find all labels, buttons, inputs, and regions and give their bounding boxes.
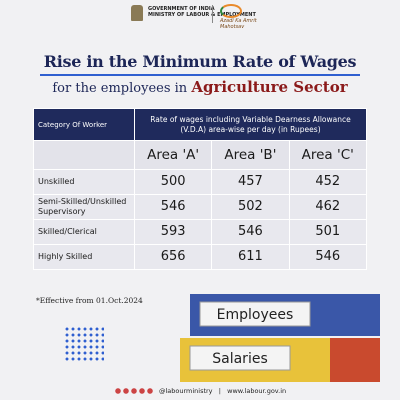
subtitle: for the employees in Agriculture Sector [0, 78, 400, 96]
wage-cell: 500 [133, 169, 213, 195]
wage-cell: 546 [211, 219, 290, 245]
government-text: GOVERNMENT OF INDIA [148, 6, 215, 12]
area-header: Area 'A' [133, 140, 213, 170]
wage-cell: 656 [133, 244, 213, 270]
wage-cell: 457 [211, 169, 290, 195]
table-row: Semi-Skilled/Unskilled Supervisory 546 502… [33, 194, 368, 220]
header-row: Category Of Worker Rate of wages includi… [33, 108, 367, 141]
note: *Effective from 01.Oct.2024 [36, 296, 143, 305]
category-cell: Skilled/Clerical [33, 219, 135, 245]
dot-pattern [64, 326, 104, 362]
title-underline [40, 74, 360, 76]
wage-cell: 546 [288, 244, 368, 270]
areas-row: Area 'A' Area 'B' Area 'C' [33, 140, 368, 170]
wage-table: Category Of Worker Rate of wages includi… [33, 108, 368, 270]
ministry-logo: GOVERNMENT OF INDIA MINISTRY OF LABOUR &… [148, 6, 256, 18]
folder-label: Salaries [212, 351, 268, 367]
ministry-text: MINISTRY OF LABOUR & EMPLOYMENT [148, 12, 256, 18]
wage-cell: 593 [133, 219, 213, 245]
subtitle-highlight: Agriculture Sector [191, 78, 348, 96]
category-cell: Semi-Skilled/Unskilled Supervisory [33, 194, 135, 220]
campaign-text: Azadi Ka Amrit Mahotsav [220, 18, 257, 30]
wage-cell: 452 [288, 169, 368, 195]
folder-label: Employees [217, 307, 294, 323]
campaign-logo: Azadi Ka Amrit Mahotsav [220, 4, 280, 30]
category-cell: Unskilled [33, 169, 135, 195]
subtitle-text: for the employees in [52, 81, 188, 96]
table-row: Highly Skilled 656 611 546 [33, 244, 368, 270]
social-icons [113, 388, 154, 394]
wage-cell: 462 [288, 194, 368, 220]
wage-cell: 611 [211, 244, 290, 270]
area-header: Area 'C' [288, 140, 368, 170]
area-header: Area 'B' [211, 140, 290, 170]
red-folder [330, 338, 380, 382]
label-box [199, 301, 311, 327]
wage-cell: 501 [288, 219, 368, 245]
table-row: Skilled/Clerical 593 546 501 [33, 219, 368, 245]
title: Rise in the Minimum Rate of Wages [43, 52, 357, 71]
folders-illustration: Employees Salaries [180, 294, 380, 382]
handle: @labourministry [158, 387, 213, 395]
footer: @labourministry | www.labour.gov.in [0, 387, 400, 395]
campaign-mark [220, 4, 242, 18]
website[interactable]: www.labour.gov.in [227, 387, 287, 395]
empty-cell [33, 140, 135, 170]
header-cell: Category Of Worker [33, 108, 135, 141]
label-box [189, 345, 291, 371]
wage-cell: 502 [211, 194, 290, 220]
wage-cell: 546 [133, 194, 213, 220]
category-cell: Highly Skilled [33, 244, 135, 270]
header-cell: Rate of wages including Variable Dearnes… [134, 108, 367, 141]
table-row: Unskilled 500 457 452 [33, 169, 368, 195]
emblem [131, 5, 143, 21]
logo-divider [212, 5, 213, 23]
